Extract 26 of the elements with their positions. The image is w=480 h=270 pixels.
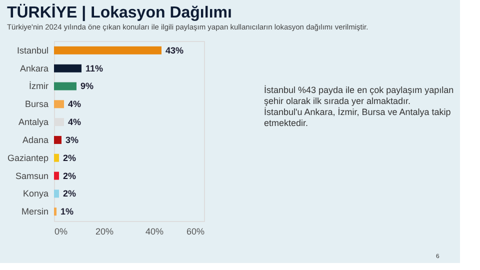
y-tick-label: Ankara [20, 63, 48, 74]
text: İstanbul %43 payda ile en çok paylaşım yapılan şehir olarak ilk sırada yer almaktadır. İstanbul'u Ankara, İzmir, Bursa ve Antalya takip etmektedir. [264, 85, 454, 128]
data-label: 11% [86, 63, 104, 74]
x-tick-label: 40% [145, 226, 164, 236]
data-label: 1% [60, 206, 74, 217]
y-tick-label: Samsun [15, 170, 48, 181]
data-label: 2% [63, 188, 76, 199]
data-label: 2% [63, 152, 76, 163]
y-tick-label: Bursa [24, 99, 48, 110]
y-tick-label: Gaziantep [7, 152, 48, 163]
data-label: 4% [68, 117, 82, 128]
data-label: 9% [80, 81, 94, 92]
y-tick-label: Antalya [18, 117, 48, 128]
x-tick-label: 20% [95, 226, 114, 236]
data-label: 43% [166, 45, 184, 56]
x-tick-label: 0% [54, 226, 68, 236]
data-label: 2% [63, 170, 76, 181]
x-tick-label: 60% [186, 226, 204, 236]
data-label: 3% [66, 134, 79, 145]
y-tick-label: Adana [22, 134, 48, 145]
y-tick-label: İzmir [29, 81, 48, 92]
y-tick-label: Istanbul [16, 45, 48, 56]
y-tick-label: Mersin [21, 206, 48, 217]
y-tick-label: Konya [22, 188, 48, 199]
chart-title: TÜRKİYE | Lokasyon Dağılımı [6, 4, 232, 22]
data-label: 4% [68, 99, 82, 110]
